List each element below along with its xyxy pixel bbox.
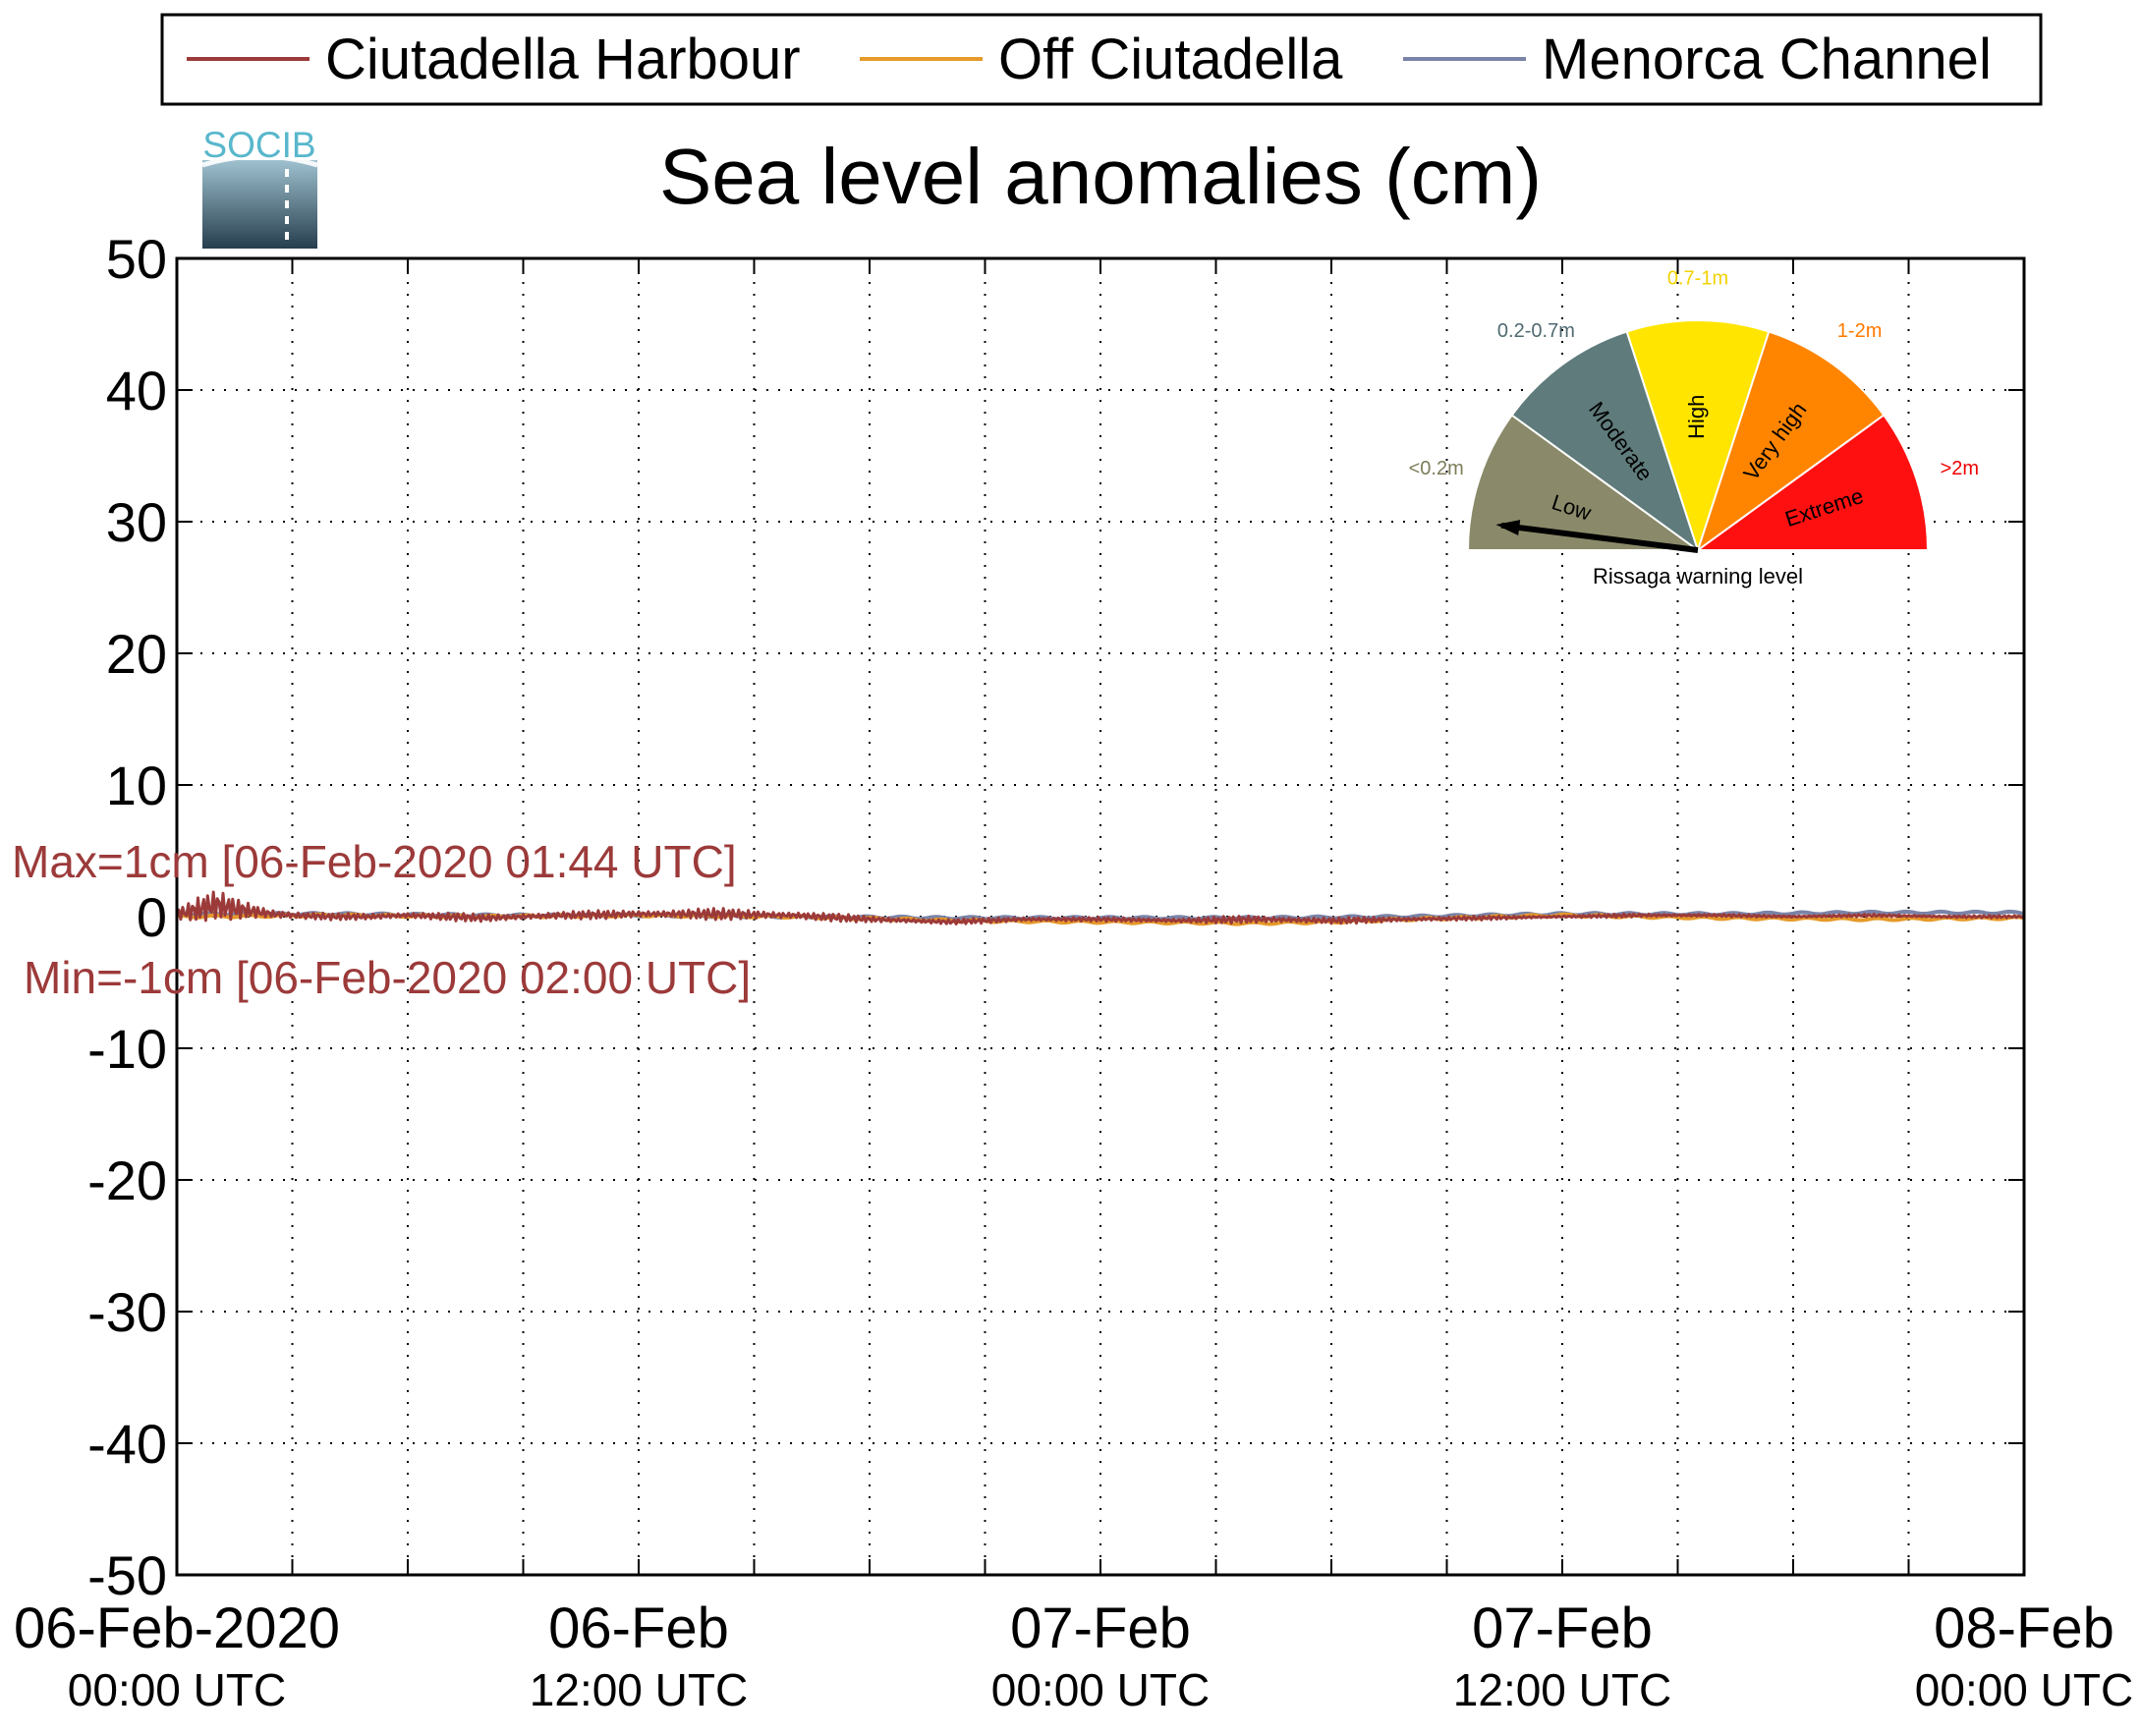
x-tick-date-label: 07-Feb [1010, 1596, 1191, 1660]
y-tick-label: -50 [87, 1544, 167, 1606]
gauge-range-low: <0.2m [1409, 458, 1464, 479]
x-tick-date-label: 06-Feb-2020 [14, 1596, 340, 1660]
gauge-segment-moderate [1510, 330, 1700, 553]
gauge-range-extreme: >2m [1941, 458, 1979, 479]
x-tick-time-label: 12:00 UTC [530, 1664, 748, 1715]
max-annotation: Max=1cm [06-Feb-2020 01:44 UTC] [12, 836, 737, 887]
x-tick-date-label: 06-Feb [548, 1596, 729, 1660]
gauge-segments [1466, 319, 1930, 554]
x-tick-time-label: 12:00 UTC [1453, 1664, 1671, 1715]
socib-logo-text: SOCIB [202, 125, 315, 165]
gauge-range-high: 0.7-1m [1667, 267, 1728, 289]
gauge-segment-low [1466, 414, 1702, 551]
y-tick-label: 30 [106, 491, 167, 553]
grid [177, 258, 2024, 1575]
chart-title: Sea level anomalies (cm) [659, 133, 1542, 220]
y-tick-label: 20 [106, 623, 167, 685]
legend-box [160, 13, 2043, 106]
socib-logo: SOCIB [201, 125, 318, 249]
y-tick-label: -40 [87, 1413, 167, 1475]
x-tick-time-label: 00:00 UTC [68, 1664, 286, 1715]
x-tick-date-label: 07-Feb [1472, 1596, 1653, 1660]
legend-label-ciutadella-harbour: Ciutadella Harbour [325, 28, 801, 91]
socib-logo-wave [201, 153, 318, 168]
x-tick-date-label: 08-Feb [1934, 1596, 2114, 1660]
socib-logo-block [202, 160, 317, 249]
y-axis-ticks: 50 40 30 20 10 0 -10 -20 -30 -40 -50 [87, 228, 2024, 1606]
y-tick-label: 0 [137, 886, 167, 948]
gauge-needle [1500, 522, 1699, 553]
gauge-segment-high [1625, 319, 1771, 554]
y-tick-label: -30 [87, 1281, 167, 1343]
legend: Ciutadella Harbour Off Ciutadella Menorc… [160, 13, 2043, 106]
gauge-needle-arrow-icon [1495, 520, 1521, 535]
y-tick-label: 10 [106, 755, 167, 816]
gauge-range-labels: <0.2m 0.2-0.7m 0.7-1m 1-2m >2m [1409, 267, 1979, 479]
series-line-ciutadella-harbour [177, 890, 2024, 925]
gauge-segment-very-high [1696, 330, 1886, 553]
x-tick-time-label: 00:00 UTC [991, 1664, 1210, 1715]
legend-label-menorca-channel: Menorca Channel [1542, 28, 1992, 91]
gauge-title: Rissaga warning level [1593, 564, 1803, 588]
gauge-range-very-high: 1-2m [1837, 320, 1883, 342]
series-layer [177, 890, 2024, 926]
y-tick-label: -20 [87, 1149, 167, 1211]
gauge-label-high: High [1684, 395, 1709, 439]
gauge-range-moderate: 0.2-0.7m [1497, 320, 1575, 342]
legend-label-off-ciutadella: Off Ciutadella [998, 28, 1343, 91]
y-tick-label: 50 [106, 228, 167, 290]
y-tick-label: -10 [87, 1018, 167, 1080]
plot-frame [175, 256, 2026, 1577]
y-tick-label: 40 [106, 360, 167, 421]
x-tick-time-label: 00:00 UTC [1915, 1664, 2133, 1715]
min-annotation: Min=-1cm [06-Feb-2020 02:00 UTC] [24, 952, 751, 1003]
gauge-segment-extreme [1694, 414, 1930, 551]
